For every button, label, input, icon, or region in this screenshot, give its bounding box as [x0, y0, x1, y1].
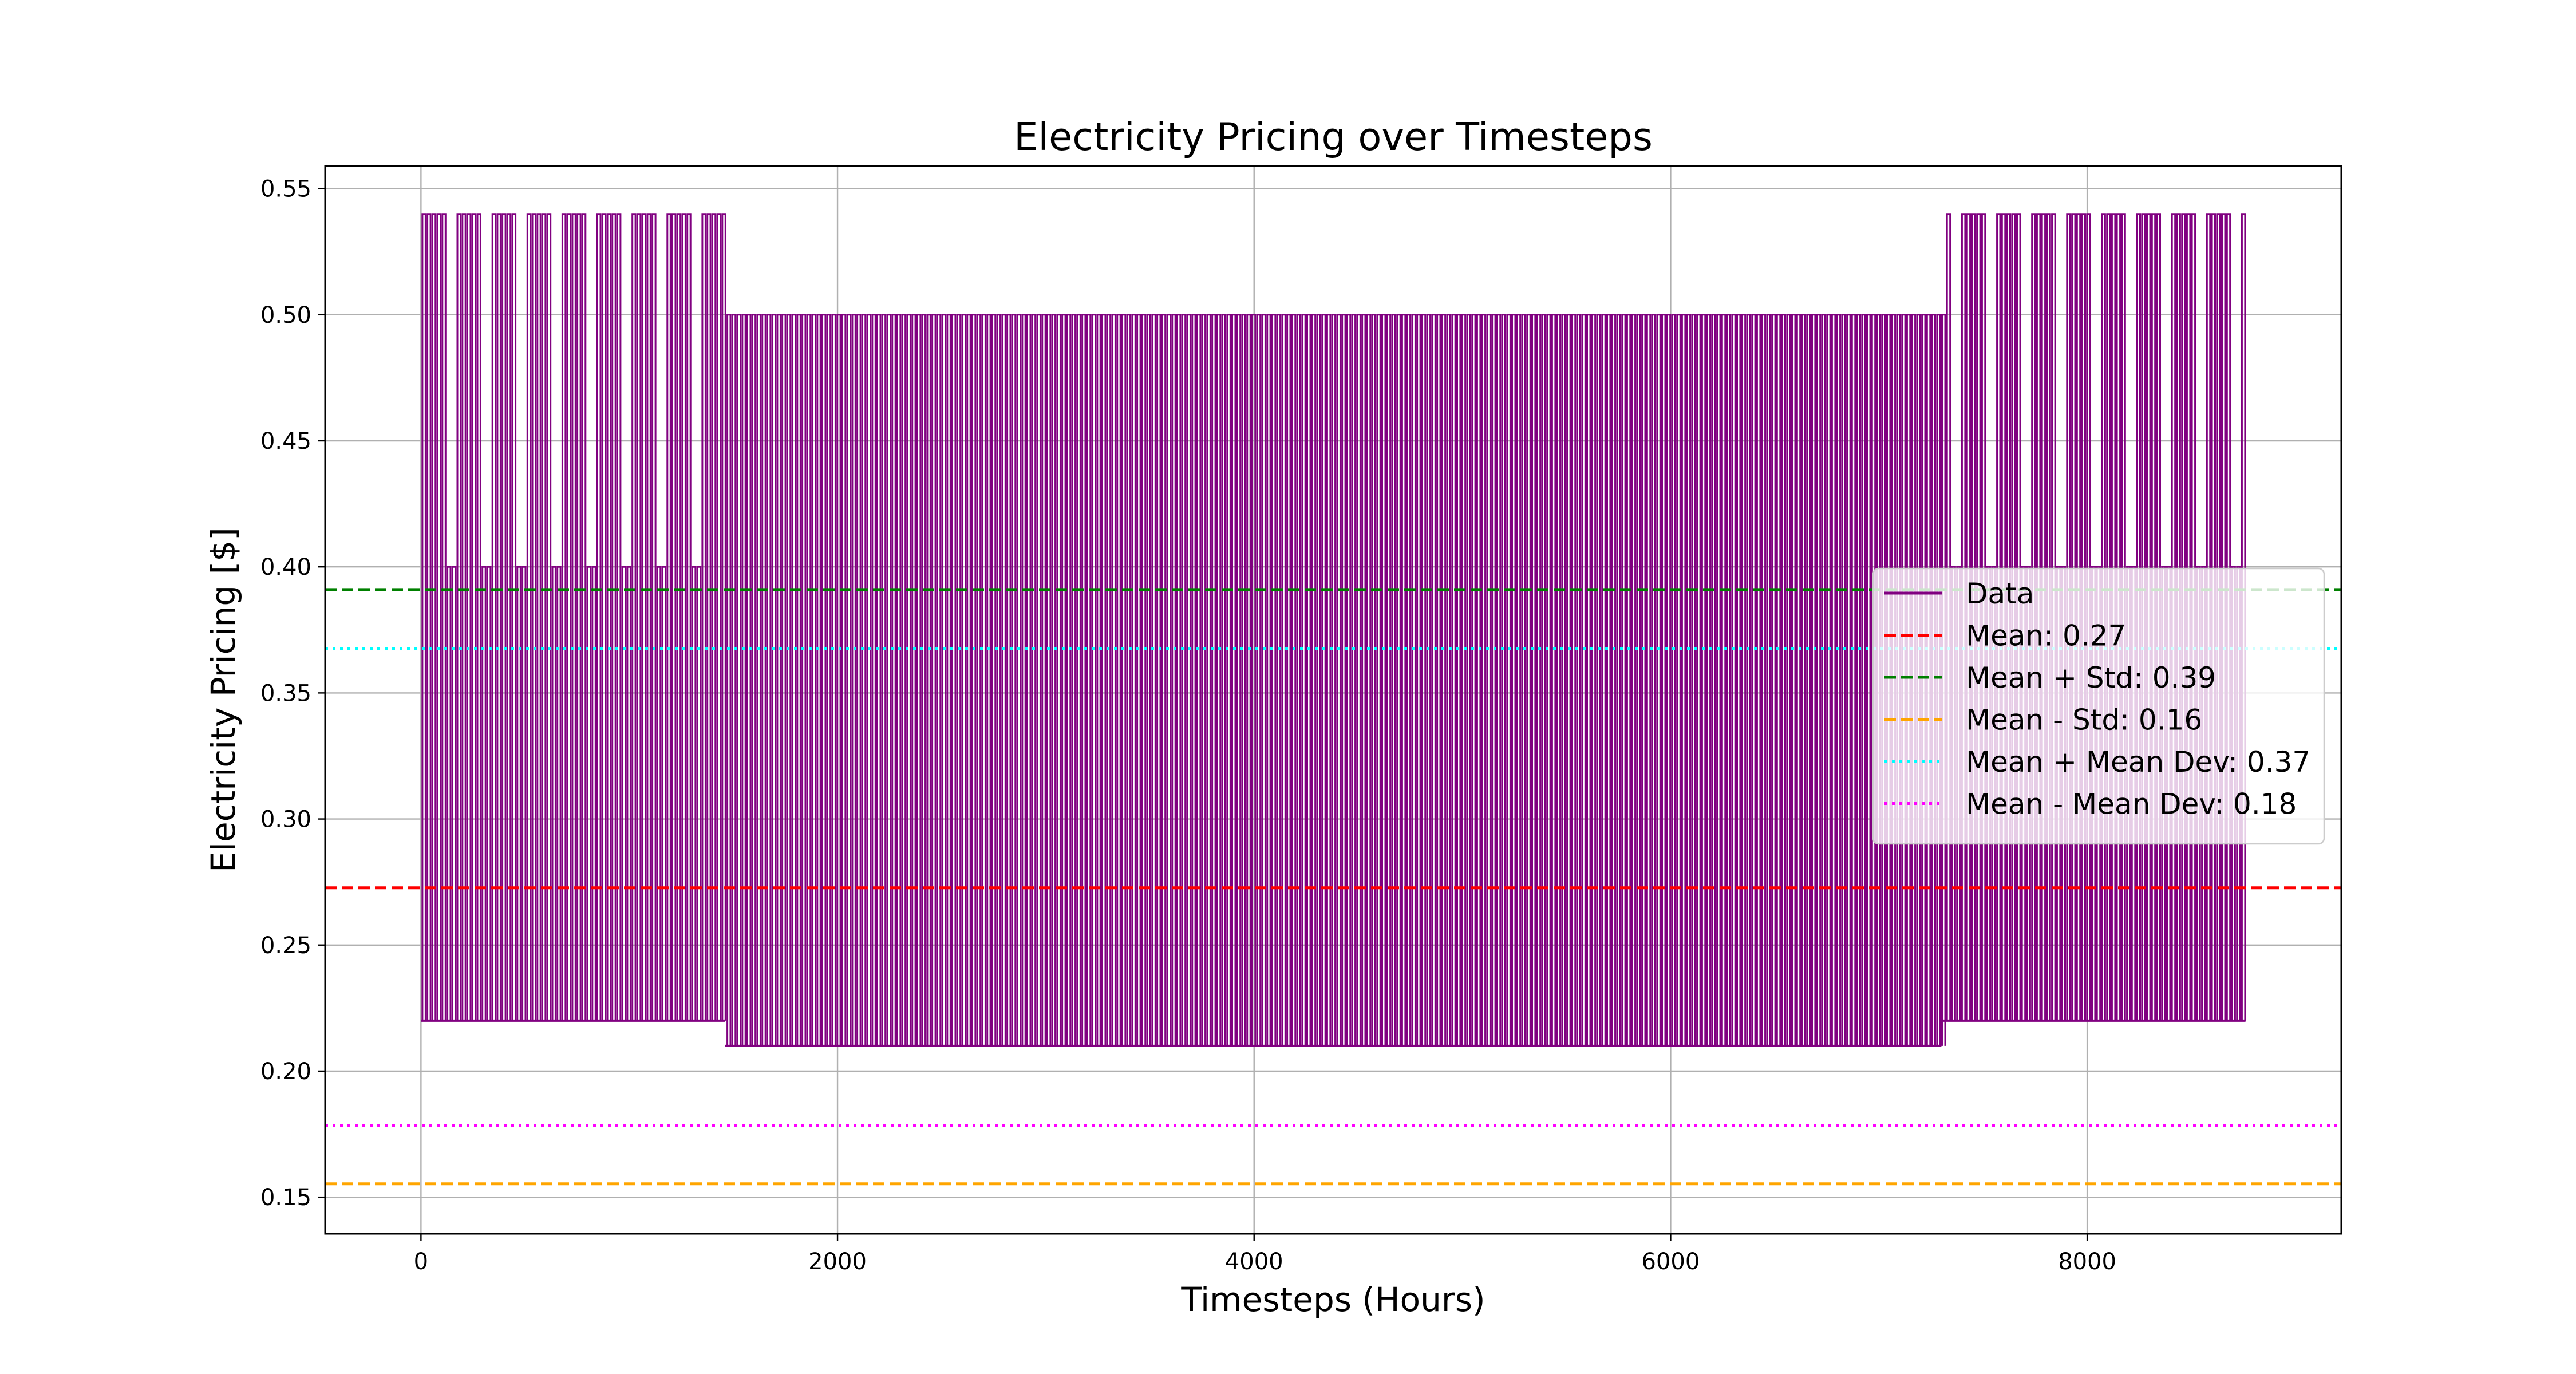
y-tick-label: 0.55: [260, 176, 311, 203]
y-tick-label: 0.30: [260, 807, 311, 833]
y-tick-label: 0.25: [260, 933, 311, 959]
legend-box: [1872, 567, 2325, 845]
y-tick-label: 0.45: [260, 428, 311, 455]
legend-label: Data: [1966, 577, 2034, 610]
data-layer: [421, 213, 2246, 1047]
x-tick-label: 6000: [1642, 1249, 1700, 1275]
x-tick-label: 8000: [2058, 1249, 2116, 1275]
y-axis-title: Electricity Pricing [$]: [204, 527, 243, 872]
x-tick-label: 2000: [808, 1249, 867, 1275]
y-tick-label: 0.50: [260, 302, 311, 329]
chart-title: Electricity Pricing over Timesteps: [1014, 114, 1653, 159]
tick-layer: 0 2000 4000 6000 8000 0.15 0.20 0.25 0.30 0.35 0.4…: [260, 176, 2116, 1275]
data-series-line: [421, 213, 2246, 1046]
legend-label: Mean + Mean Dev: 0.37: [1966, 745, 2310, 779]
x-tick-label: 0: [414, 1249, 428, 1275]
legend-label: Mean: 0.27: [1966, 619, 2126, 653]
legend-label: Mean - Mean Dev: 0.18: [1966, 788, 2297, 821]
legend-label: Mean + Std: 0.39: [1966, 661, 2216, 694]
y-tick-label: 0.40: [260, 554, 311, 581]
x-tick-label: 4000: [1225, 1249, 1283, 1275]
y-tick-label: 0.35: [260, 680, 311, 706]
axes-frame: [324, 165, 2342, 1235]
legend-label: Mean - Std: 0.16: [1966, 704, 2202, 737]
legend: Data Mean: 0.27 Mean + Std: 0.39 Mean - Std…: [1872, 567, 2325, 845]
x-axis-title: Timesteps (Hours): [1180, 1280, 1485, 1319]
y-tick-label: 0.20: [260, 1059, 311, 1085]
y-tick-label: 0.15: [260, 1185, 311, 1211]
